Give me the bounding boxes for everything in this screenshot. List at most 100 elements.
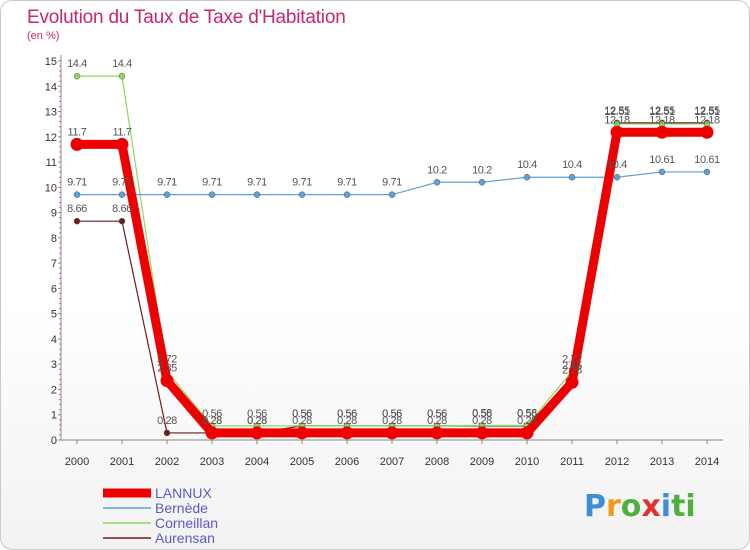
data-label: 10.61 [694,154,720,166]
data-point [205,426,219,440]
data-point [433,179,441,186]
data-point [703,168,711,176]
y-tick-label: 8 [51,233,57,245]
x-tick-label: 2006 [335,456,359,468]
data-label: 0.56 [292,408,312,420]
chart-unit-label: (en %) [27,30,60,42]
data-label: 10.2 [427,164,447,176]
data-label: 14.4 [112,58,132,70]
data-point [613,173,621,181]
data-label: 12.55 [694,105,720,117]
data-label: 9.71 [67,177,87,189]
legend-label: Bernède [155,500,208,516]
x-tick-label: 2014 [695,456,719,468]
data-point [475,426,489,440]
x-tick-label: 2002 [155,456,179,468]
data-label: 0.28 [427,415,447,427]
data-label: 0.56 [202,408,222,420]
x-tick-label: 2005 [290,456,314,468]
data-label: 0.28 [472,415,492,427]
data-label: 10.4 [607,159,627,171]
data-point [388,191,396,198]
y-tick-label: 1 [51,410,57,422]
data-label: 12.18 [694,114,720,126]
data-point [340,426,354,440]
data-label: 12.51 [649,106,675,118]
data-label: 9.71 [247,177,267,189]
data-label: 0.56 [472,408,492,420]
y-tick-label: 6 [51,283,57,295]
x-tick-label: 2008 [425,456,449,468]
data-point [658,168,666,176]
data-point [565,375,579,389]
data-label: 12.18 [604,114,630,126]
data-label: 12.55 [649,105,675,117]
x-tick-label: 2010 [515,456,539,468]
data-point [568,173,576,181]
data-label: 0.28 [247,415,267,427]
x-tick-label: 2004 [245,456,269,468]
data-label: 0.56 [292,408,312,420]
legend-label: Corneillan [155,515,218,531]
data-label: 9.71 [112,177,132,189]
data-label: 9.71 [157,177,177,189]
data-point [700,125,714,139]
data-label: 0.28 [202,415,222,427]
data-point [73,72,81,80]
data-label: 2.35 [157,363,177,375]
data-label: 0.28 [202,415,222,427]
y-tick-label: 13 [45,107,57,119]
data-label: 0.56 [337,408,357,420]
data-label: 0.56 [337,408,357,420]
y-tick-label: 5 [51,309,57,321]
y-tick-label: 7 [51,258,57,270]
data-point [343,191,351,198]
data-label: 2.72 [562,353,582,365]
x-tick-label: 2009 [470,456,494,468]
x-tick-label: 2011 [560,456,584,468]
y-tick-label: 4 [51,334,57,346]
data-label: 0.56 [247,408,267,420]
data-point [118,217,126,225]
data-point [163,191,171,198]
y-tick-label: 2 [51,384,57,396]
data-label: 0.56 [427,408,447,420]
data-label: 8.66 [112,203,132,215]
data-label: 0.56 [382,408,402,420]
data-labels-layer: 8.66 8.660.28 0.28 0.280.56 0.56 0.56 0.56 0.56… [67,58,720,427]
logo-letter: P [584,489,606,524]
data-point [610,125,624,139]
data-label: 0.58 [517,407,537,419]
data-point [163,429,171,437]
data-point [208,191,216,198]
x-tick-label: 2012 [605,456,629,468]
data-point [73,217,81,225]
data-label: 12.51 [694,106,720,118]
x-tick-label: 2013 [650,456,674,468]
logo-letter: i [660,489,672,524]
data-label: 11.7 [113,126,132,138]
data-point [115,137,129,151]
data-label: 12.55 [604,105,630,117]
data-label: 9.71 [382,177,402,189]
x-tick-label: 2000 [65,456,89,468]
y-tick-label: 3 [51,359,57,371]
data-label: 10.2 [472,164,492,176]
data-point [250,426,264,440]
data-label: 0.58 [472,407,492,419]
data-label: 12.18 [649,114,675,126]
data-label: 10.4 [517,159,537,171]
legend-label: Aurensan [155,530,215,546]
data-point [298,191,306,198]
series-layer [70,72,714,440]
data-point [655,125,669,139]
data-label: 2.28 [562,364,582,376]
data-point [523,173,531,181]
data-label: 0.28 [337,415,357,427]
data-point [73,191,81,198]
y-tick-label: 12 [45,132,57,144]
data-label: 9.71 [202,177,222,189]
